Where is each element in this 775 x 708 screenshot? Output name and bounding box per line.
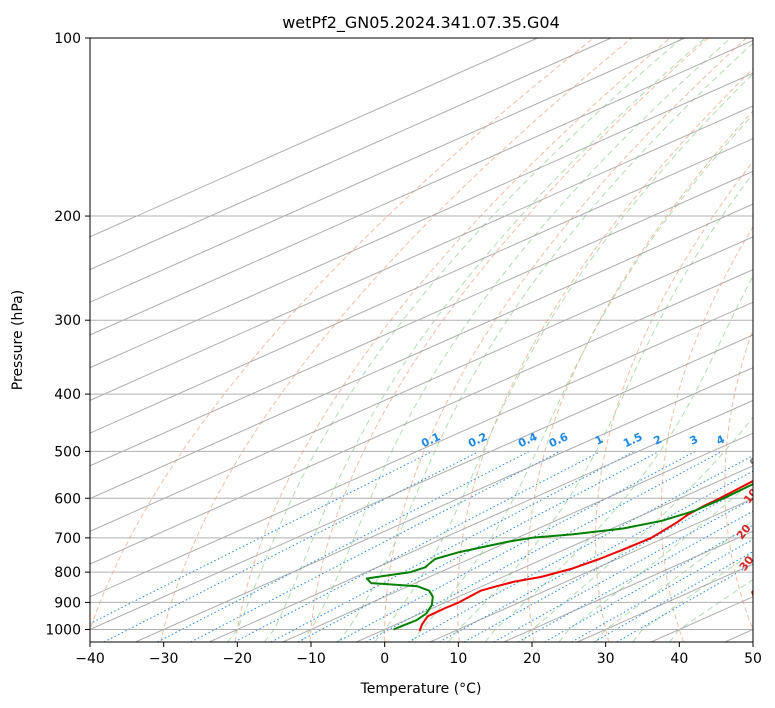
moist-adiabat-line xyxy=(337,42,753,642)
isotherm-line xyxy=(90,105,753,401)
mixing-ratio-label: 6 xyxy=(753,433,766,448)
dry-adiabat-line xyxy=(660,226,753,642)
isotherm-value-label: 0 xyxy=(747,455,762,469)
isotherm-line xyxy=(90,38,538,238)
plot-frame xyxy=(89,37,754,643)
isotherm-line xyxy=(503,530,753,642)
mixing-ratio-line xyxy=(493,498,753,642)
x-tick-label: 40 xyxy=(670,651,688,667)
y-tick-label: 400 xyxy=(54,387,81,403)
x-tick-label: −10 xyxy=(296,651,326,667)
moist-adiabat-line xyxy=(448,172,753,642)
mixing-ratio-line xyxy=(90,450,433,625)
dry-adiabat-line xyxy=(724,327,753,631)
mixing-ratio-line xyxy=(190,450,561,642)
y-tick-label: 600 xyxy=(54,491,81,507)
x-axis-label: Temperature (°C) xyxy=(360,681,482,697)
dry-adiabat-line xyxy=(595,160,753,642)
y-axis-label: Pressure (hPa) xyxy=(10,290,26,390)
line-labels: -100-90-80-70-60-50-40-30-20-10010203040… xyxy=(419,430,767,601)
mixing-ratio-line xyxy=(365,450,723,642)
isotherm-line xyxy=(208,399,753,642)
moist-adiabat-line xyxy=(374,73,753,642)
isotherm-value-label: 10 xyxy=(741,486,761,506)
y-tick-label: 300 xyxy=(54,313,81,329)
background-lines xyxy=(90,38,753,642)
mixing-ratio-label: 3 xyxy=(688,433,700,448)
isotherm-line xyxy=(650,596,753,642)
isotherm-line xyxy=(90,236,753,532)
isotherm-line xyxy=(90,170,753,467)
mixing-ratio-line xyxy=(571,538,753,642)
moist-adiabat-line xyxy=(669,578,753,642)
mixing-ratio-line xyxy=(270,450,635,642)
isotherm-value-label: 20 xyxy=(734,522,754,542)
isotherm-line xyxy=(356,465,753,642)
y-tick-label: 800 xyxy=(54,565,81,581)
mixing-ratio-line xyxy=(439,470,753,642)
mixing-ratio-line xyxy=(517,510,753,642)
mixing-ratio-label: 1 xyxy=(593,433,605,448)
y-tick-label: 100 xyxy=(54,31,81,47)
isotherm-line xyxy=(90,72,753,369)
y-tick-label: 1000 xyxy=(45,622,81,638)
chart-title: wetPf2_GN05.2024.341.07.35.G04 xyxy=(282,13,560,33)
moist-adiabat-line xyxy=(521,416,753,642)
moist-adiabat-line xyxy=(632,551,753,642)
isotherm-line xyxy=(90,301,753,598)
moist-adiabat-line xyxy=(227,38,683,642)
mixing-ratio-line xyxy=(407,455,753,642)
isotherm-line xyxy=(90,38,612,271)
y-tick-label: 500 xyxy=(54,444,81,460)
dry-adiabat-line xyxy=(160,38,633,642)
moist-adiabat-line xyxy=(263,38,706,642)
x-tick-label: −20 xyxy=(223,651,253,667)
y-tick-label: 200 xyxy=(54,209,81,225)
x-tick-label: 30 xyxy=(597,651,615,667)
dry-adiabat-line xyxy=(456,67,753,642)
y-axis-ticks: 100 200 300 400 500 600 700 800 900 1000 xyxy=(45,31,90,638)
isotherm-value-label: 40 xyxy=(747,581,767,601)
dry-adiabat-line xyxy=(527,110,753,642)
isotherm-line xyxy=(90,268,753,565)
isotherm-line xyxy=(90,39,753,336)
mixing-ratio-label: 1.5 xyxy=(621,430,644,450)
isotherm-line xyxy=(135,367,753,642)
isotherm-line xyxy=(90,334,753,631)
temperature-profile-line xyxy=(418,479,753,632)
mixing-ratio-label: 2 xyxy=(651,433,663,448)
mixing-ratio-label: 0.1 xyxy=(419,430,442,450)
isotherm-line xyxy=(577,563,753,642)
y-tick-label: 700 xyxy=(54,531,81,547)
mixing-ratio-line xyxy=(234,450,601,642)
sounding-profiles xyxy=(365,479,753,632)
dry-adiabat-line xyxy=(309,38,709,642)
mixing-ratio-label: 0.2 xyxy=(466,430,489,450)
x-tick-label: 10 xyxy=(449,651,467,667)
dewpoint-profile-line xyxy=(365,482,753,631)
x-axis-ticks: −40 −30 −20 −10 0 10 20 30 40 50 xyxy=(75,642,762,667)
x-tick-label: −30 xyxy=(149,651,179,667)
isotherm-value-label: 30 xyxy=(737,553,757,573)
moist-adiabat-line xyxy=(484,275,753,642)
mixing-ratio-line xyxy=(157,450,530,642)
x-tick-label: 0 xyxy=(380,651,389,667)
moist-adiabat-line xyxy=(411,113,753,642)
isotherm-line xyxy=(429,498,753,642)
isotherm-line xyxy=(90,38,686,303)
isotherm-line xyxy=(90,203,753,500)
mixing-ratio-label: 0.4 xyxy=(516,430,539,450)
y-tick-label: 900 xyxy=(54,595,81,611)
dry-adiabat-line xyxy=(234,38,671,642)
dry-adiabat-line xyxy=(384,38,747,642)
x-tick-label: −40 xyxy=(75,651,105,667)
dry-adiabat-line xyxy=(90,38,594,631)
x-tick-label: 50 xyxy=(744,651,762,667)
x-tick-label: 20 xyxy=(523,651,541,667)
mixing-ratio-line xyxy=(463,482,753,642)
moist-adiabat-line xyxy=(300,38,731,642)
pressure-grid xyxy=(90,38,753,630)
